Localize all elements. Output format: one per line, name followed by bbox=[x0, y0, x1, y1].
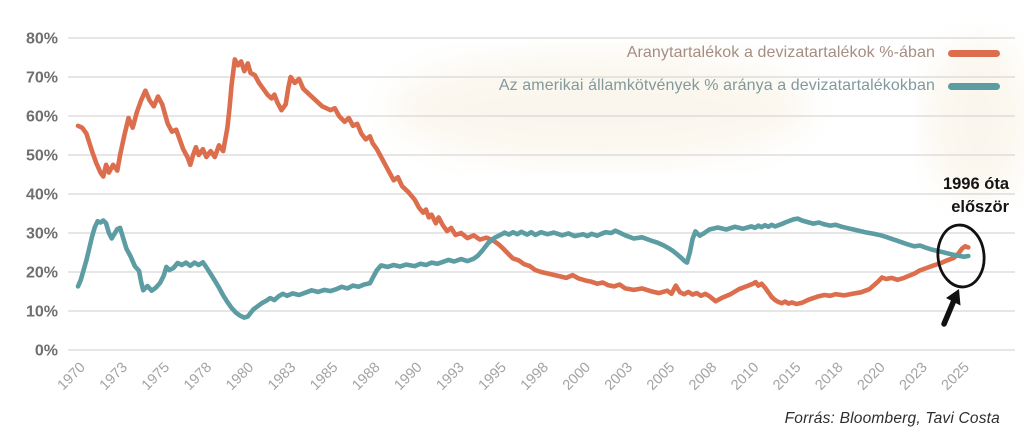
x-tick-label: 1988 bbox=[349, 360, 383, 394]
annotation-arrow-icon bbox=[941, 298, 957, 327]
legend-item-gold: Aranytartalékok a devizatartalékok %-ába… bbox=[627, 44, 1000, 62]
x-tick-label: 2005 bbox=[644, 360, 678, 394]
y-tick-label: 40% bbox=[26, 187, 58, 204]
x-tick-label: 1990 bbox=[391, 360, 425, 394]
highlight-circle-icon bbox=[936, 223, 986, 289]
source-credit: Forrás: Bloomberg, Tavi Costa bbox=[784, 410, 1000, 427]
x-tick-label: 1973 bbox=[97, 360, 131, 394]
legend-label-treasuries: Az amerikai államkötvények % aránya a de… bbox=[498, 77, 935, 94]
x-tick-label: 1975 bbox=[139, 360, 173, 394]
background-blob bbox=[926, 40, 1024, 200]
y-tick-label: 60% bbox=[26, 109, 58, 126]
callout-annotation: 1996 óta először bbox=[943, 173, 1009, 219]
y-tick-label: 80% bbox=[26, 31, 58, 48]
callout-line-2: először bbox=[951, 198, 1009, 216]
x-tick-label: 2020 bbox=[855, 360, 889, 394]
x-tick-label: 1993 bbox=[434, 360, 468, 394]
background-blob bbox=[390, 53, 810, 163]
legend-item-treasuries: Az amerikai államkötvények % aránya a de… bbox=[499, 77, 1000, 95]
y-tick-label: 50% bbox=[26, 148, 58, 165]
y-tick-label: 0% bbox=[35, 343, 58, 360]
x-tick-label: 1970 bbox=[55, 360, 89, 394]
x-tick-label: 2023 bbox=[897, 360, 931, 394]
x-tick-label: 2008 bbox=[686, 360, 720, 394]
x-tick-label: 2010 bbox=[728, 360, 762, 394]
gold-series-line bbox=[75, 57, 971, 307]
legend-swatch-gold-icon bbox=[948, 49, 1000, 57]
x-tick-label: 2025 bbox=[939, 360, 973, 394]
callout-line-1: 1996 óta bbox=[942, 175, 1009, 193]
y-tick-label: 30% bbox=[26, 226, 58, 243]
legend-swatch-treasuries-icon bbox=[948, 82, 1000, 90]
x-tick-label: 2015 bbox=[770, 360, 804, 394]
x-tick-label: 1985 bbox=[307, 360, 341, 394]
x-tick-label: 1998 bbox=[518, 360, 552, 394]
legend: Aranytartalékok a devizatartalékok %-ába… bbox=[499, 44, 1000, 95]
y-tick-label: 70% bbox=[26, 70, 58, 87]
treasury-series-line bbox=[75, 216, 971, 320]
x-tick-label: 1980 bbox=[223, 360, 257, 394]
legend-label-gold: Aranytartalékok a devizatartalékok %-ába… bbox=[626, 44, 935, 61]
x-tick-label: 2018 bbox=[812, 360, 846, 394]
x-tick-label: 1983 bbox=[265, 360, 299, 394]
x-tick-label: 2003 bbox=[602, 360, 636, 394]
x-tick-label: 2000 bbox=[560, 360, 594, 394]
y-tick-label: 10% bbox=[26, 304, 58, 321]
y-tick-label: 20% bbox=[26, 265, 58, 282]
x-tick-label: 1995 bbox=[476, 360, 510, 394]
x-tick-label: 1978 bbox=[181, 360, 215, 394]
annotation-arrowhead-icon bbox=[946, 289, 961, 306]
